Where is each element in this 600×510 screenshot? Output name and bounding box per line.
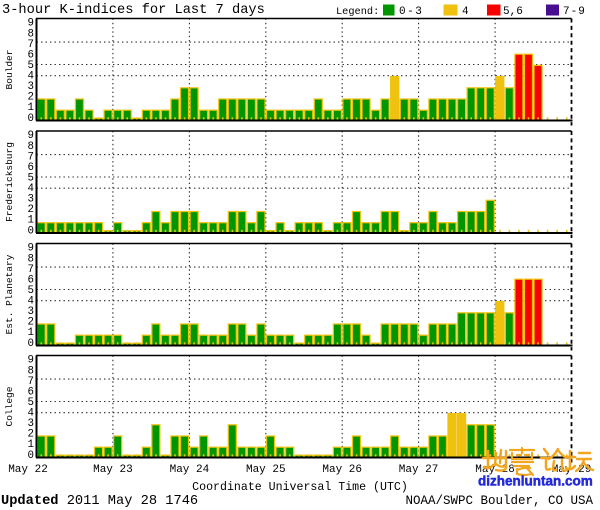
svg-text:Fredericksburg: Fredericksburg: [4, 142, 15, 222]
svg-text:7: 7: [28, 376, 34, 388]
svg-text:4: 4: [28, 408, 34, 420]
svg-text:3: 3: [28, 81, 34, 93]
svg-text:2: 2: [28, 92, 34, 104]
svg-text:5: 5: [28, 173, 34, 185]
svg-text:May 25: May 25: [246, 464, 286, 476]
svg-text:6: 6: [28, 274, 34, 286]
svg-text:3: 3: [28, 194, 34, 206]
svg-text:College: College: [4, 386, 15, 426]
svg-text:7-9: 7-9: [563, 6, 586, 18]
svg-text:7: 7: [28, 151, 34, 163]
svg-text:2: 2: [28, 204, 34, 216]
svg-text:4: 4: [28, 296, 34, 308]
svg-text:1: 1: [28, 102, 34, 114]
svg-text:Coordinate Universal Time (UTC: Coordinate Universal Time (UTC): [192, 481, 408, 494]
svg-text:5,6: 5,6: [503, 6, 523, 18]
svg-text:2: 2: [28, 429, 34, 441]
svg-text:6: 6: [28, 386, 34, 398]
svg-text:1: 1: [28, 215, 34, 227]
svg-text:4: 4: [28, 183, 34, 195]
svg-text:8: 8: [28, 28, 34, 40]
svg-text:May 26: May 26: [322, 464, 362, 476]
svg-text:9: 9: [28, 18, 34, 30]
svg-text:1: 1: [28, 327, 34, 339]
svg-text:NOAA/SWPC Boulder, CO USA: NOAA/SWPC Boulder, CO USA: [405, 494, 593, 508]
svg-text:5: 5: [28, 285, 34, 297]
svg-text:4: 4: [462, 6, 469, 18]
svg-text:4: 4: [28, 71, 34, 83]
svg-text:3-hour K-indices for Last 7 da: 3-hour K-indices for Last 7 days: [2, 3, 265, 18]
svg-text:9: 9: [28, 243, 34, 255]
svg-text:5: 5: [28, 60, 34, 72]
svg-text:0-3: 0-3: [399, 6, 423, 18]
svg-text:7: 7: [28, 264, 34, 276]
svg-text:2: 2: [28, 317, 34, 329]
svg-text:3: 3: [28, 306, 34, 318]
svg-text:0: 0: [28, 338, 34, 350]
svg-text:May 22: May 22: [8, 464, 48, 476]
svg-text:May 24: May 24: [170, 464, 210, 476]
svg-text:May 27: May 27: [399, 464, 439, 476]
svg-text:0: 0: [28, 113, 34, 125]
svg-text:7: 7: [28, 39, 34, 51]
svg-text:0: 0: [28, 450, 34, 462]
svg-text:5: 5: [28, 397, 34, 409]
svg-text:8: 8: [28, 141, 34, 153]
svg-text:6: 6: [28, 162, 34, 174]
svg-text:3: 3: [28, 418, 34, 430]
svg-text:8: 8: [28, 253, 34, 265]
svg-text:9: 9: [28, 355, 34, 367]
svg-text:Est. Planetary: Est. Planetary: [4, 254, 15, 334]
svg-text:May 23: May 23: [93, 464, 133, 476]
svg-text:6: 6: [28, 49, 34, 61]
svg-text:Legend:: Legend:: [336, 6, 379, 18]
svg-text:0: 0: [28, 225, 34, 237]
svg-text:Updated 2011 May 28 1746: Updated 2011 May 28 1746: [1, 494, 198, 509]
svg-text:9: 9: [28, 130, 34, 142]
svg-text:1: 1: [28, 439, 34, 451]
svg-text:Boulder: Boulder: [4, 50, 15, 90]
svg-text:dizhenluntan.com: dizhenluntan.com: [478, 474, 593, 489]
svg-text:8: 8: [28, 365, 34, 377]
